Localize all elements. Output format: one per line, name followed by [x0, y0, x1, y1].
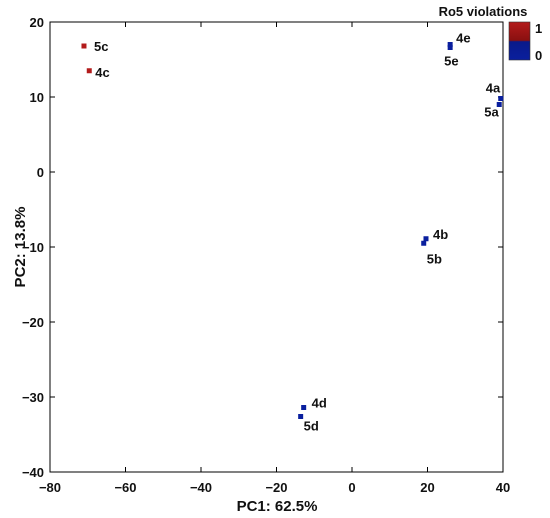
point-label-5a: 5a — [484, 105, 499, 120]
y-tick-label: −20 — [22, 315, 44, 330]
data-points: 5c 4c 4e 5e 4a 5a 4b 5b 4d 5d — [81, 31, 504, 434]
x-tick-label: −80 — [39, 480, 61, 495]
x-tick-label: −40 — [190, 480, 212, 495]
colorbar-legend: Ro5 violations 1 0 — [439, 4, 543, 63]
colorbar-gradient — [508, 21, 531, 61]
y-tick-label: −30 — [22, 390, 44, 405]
y-tick-label: 0 — [37, 165, 44, 180]
point-label-4c: 4c — [95, 65, 109, 80]
point-label-5c: 5c — [94, 39, 108, 54]
x-tick-label: 40 — [496, 480, 510, 495]
y-axis-title: PC2: 13.8% — [12, 207, 29, 288]
y-tick-label: −10 — [22, 240, 44, 255]
point-4e — [447, 42, 453, 47]
point-5a — [496, 102, 502, 107]
plot-area — [49, 21, 504, 473]
colorbar-tick-label: 0 — [535, 48, 542, 63]
y-tick-label: 20 — [30, 15, 44, 30]
point-4b — [423, 236, 429, 242]
y-axis-ticks: −40 −30 −20 −10 0 10 20 — [22, 15, 503, 480]
x-axis-ticks: −80 −60 −40 −20 0 20 40 — [39, 22, 510, 495]
point-4d — [301, 405, 307, 410]
point-4c — [86, 68, 92, 74]
x-tick-label: −20 — [265, 480, 287, 495]
point-label-5e: 5e — [444, 54, 458, 69]
point-label-4d: 4d — [312, 396, 327, 411]
colorbar-tick-label: 1 — [535, 21, 542, 36]
point-label-4a: 4a — [486, 81, 501, 96]
x-tick-label: 20 — [420, 480, 434, 495]
point-label-4e: 4e — [456, 31, 470, 46]
point-5e — [447, 45, 453, 50]
point-label-5b: 5b — [427, 251, 442, 266]
point-4a — [498, 96, 504, 101]
point-5c — [81, 43, 87, 49]
x-tick-label: 0 — [348, 480, 355, 495]
x-tick-label: −60 — [114, 480, 136, 495]
y-tick-label: −40 — [22, 465, 44, 480]
colorbar-title: Ro5 violations — [439, 4, 528, 19]
point-5d — [298, 414, 304, 419]
point-label-5d: 5d — [304, 419, 319, 434]
y-tick-label: 10 — [30, 90, 44, 105]
point-5b — [421, 240, 427, 246]
x-axis-title: PC1: 62.5% — [237, 498, 318, 515]
point-label-4b: 4b — [433, 227, 448, 242]
